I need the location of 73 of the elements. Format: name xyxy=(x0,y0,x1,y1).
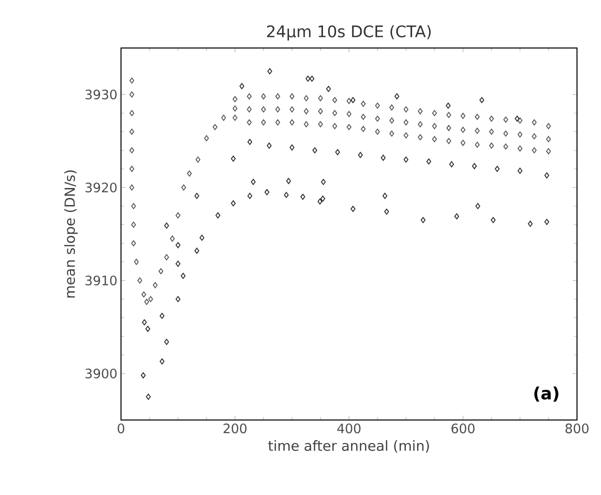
point xyxy=(310,76,314,82)
point xyxy=(335,149,340,156)
point xyxy=(384,208,390,215)
chart-title: 24μm 10s DCE (CTA) xyxy=(267,25,431,40)
point xyxy=(250,178,256,185)
point xyxy=(350,206,356,212)
x-tick-label: 800 xyxy=(566,424,588,434)
point xyxy=(264,189,270,196)
point xyxy=(479,97,484,104)
point xyxy=(300,194,306,200)
point xyxy=(326,86,331,92)
point xyxy=(160,312,164,319)
y-axis-title: mean slope (DN/s) xyxy=(64,170,78,298)
point xyxy=(306,76,310,82)
point xyxy=(518,168,522,174)
point xyxy=(394,93,400,100)
point xyxy=(320,196,326,202)
x-tick-label: 200 xyxy=(224,424,246,434)
point xyxy=(176,296,180,302)
y-tick-label: 3920 xyxy=(86,182,117,192)
point xyxy=(420,217,426,224)
point xyxy=(320,178,326,185)
point xyxy=(449,161,454,168)
point xyxy=(290,144,294,151)
point xyxy=(382,192,388,199)
point xyxy=(140,372,146,378)
point xyxy=(266,142,272,149)
point xyxy=(200,234,204,241)
point xyxy=(475,203,480,210)
point xyxy=(267,68,272,74)
point xyxy=(247,192,252,199)
y-tick-label: 3900 xyxy=(86,368,117,378)
point xyxy=(350,97,356,104)
y-tick-label: 3910 xyxy=(86,276,117,286)
point xyxy=(528,220,533,227)
point xyxy=(146,394,151,400)
annotation: (a) xyxy=(534,386,558,402)
point xyxy=(164,222,169,229)
point xyxy=(358,152,363,158)
point xyxy=(160,358,164,364)
point xyxy=(216,212,220,218)
point xyxy=(472,163,477,170)
point xyxy=(230,156,236,162)
point xyxy=(454,213,460,220)
point xyxy=(544,218,550,225)
point xyxy=(446,102,451,109)
point xyxy=(312,147,318,154)
point xyxy=(164,338,169,345)
point xyxy=(145,326,150,332)
point xyxy=(247,138,252,145)
point xyxy=(426,158,432,164)
y-tick-label: 3930 xyxy=(86,90,117,100)
point xyxy=(180,272,186,279)
point xyxy=(494,166,500,172)
point xyxy=(176,242,180,248)
x-tick-label: 400 xyxy=(337,424,360,434)
point xyxy=(194,248,200,254)
point xyxy=(142,319,147,326)
x-axis-title: time after anneal (min) xyxy=(268,440,429,453)
point xyxy=(380,154,386,161)
point xyxy=(514,116,520,122)
point xyxy=(176,260,180,267)
point xyxy=(404,156,408,163)
point xyxy=(239,83,244,90)
point xyxy=(286,178,291,184)
point xyxy=(194,192,200,199)
point xyxy=(490,217,496,224)
point xyxy=(544,172,550,178)
point xyxy=(230,200,236,206)
point xyxy=(284,192,289,198)
x-tick-label: 0 xyxy=(118,424,124,434)
x-tick-label: 600 xyxy=(452,424,474,434)
point xyxy=(318,198,322,204)
